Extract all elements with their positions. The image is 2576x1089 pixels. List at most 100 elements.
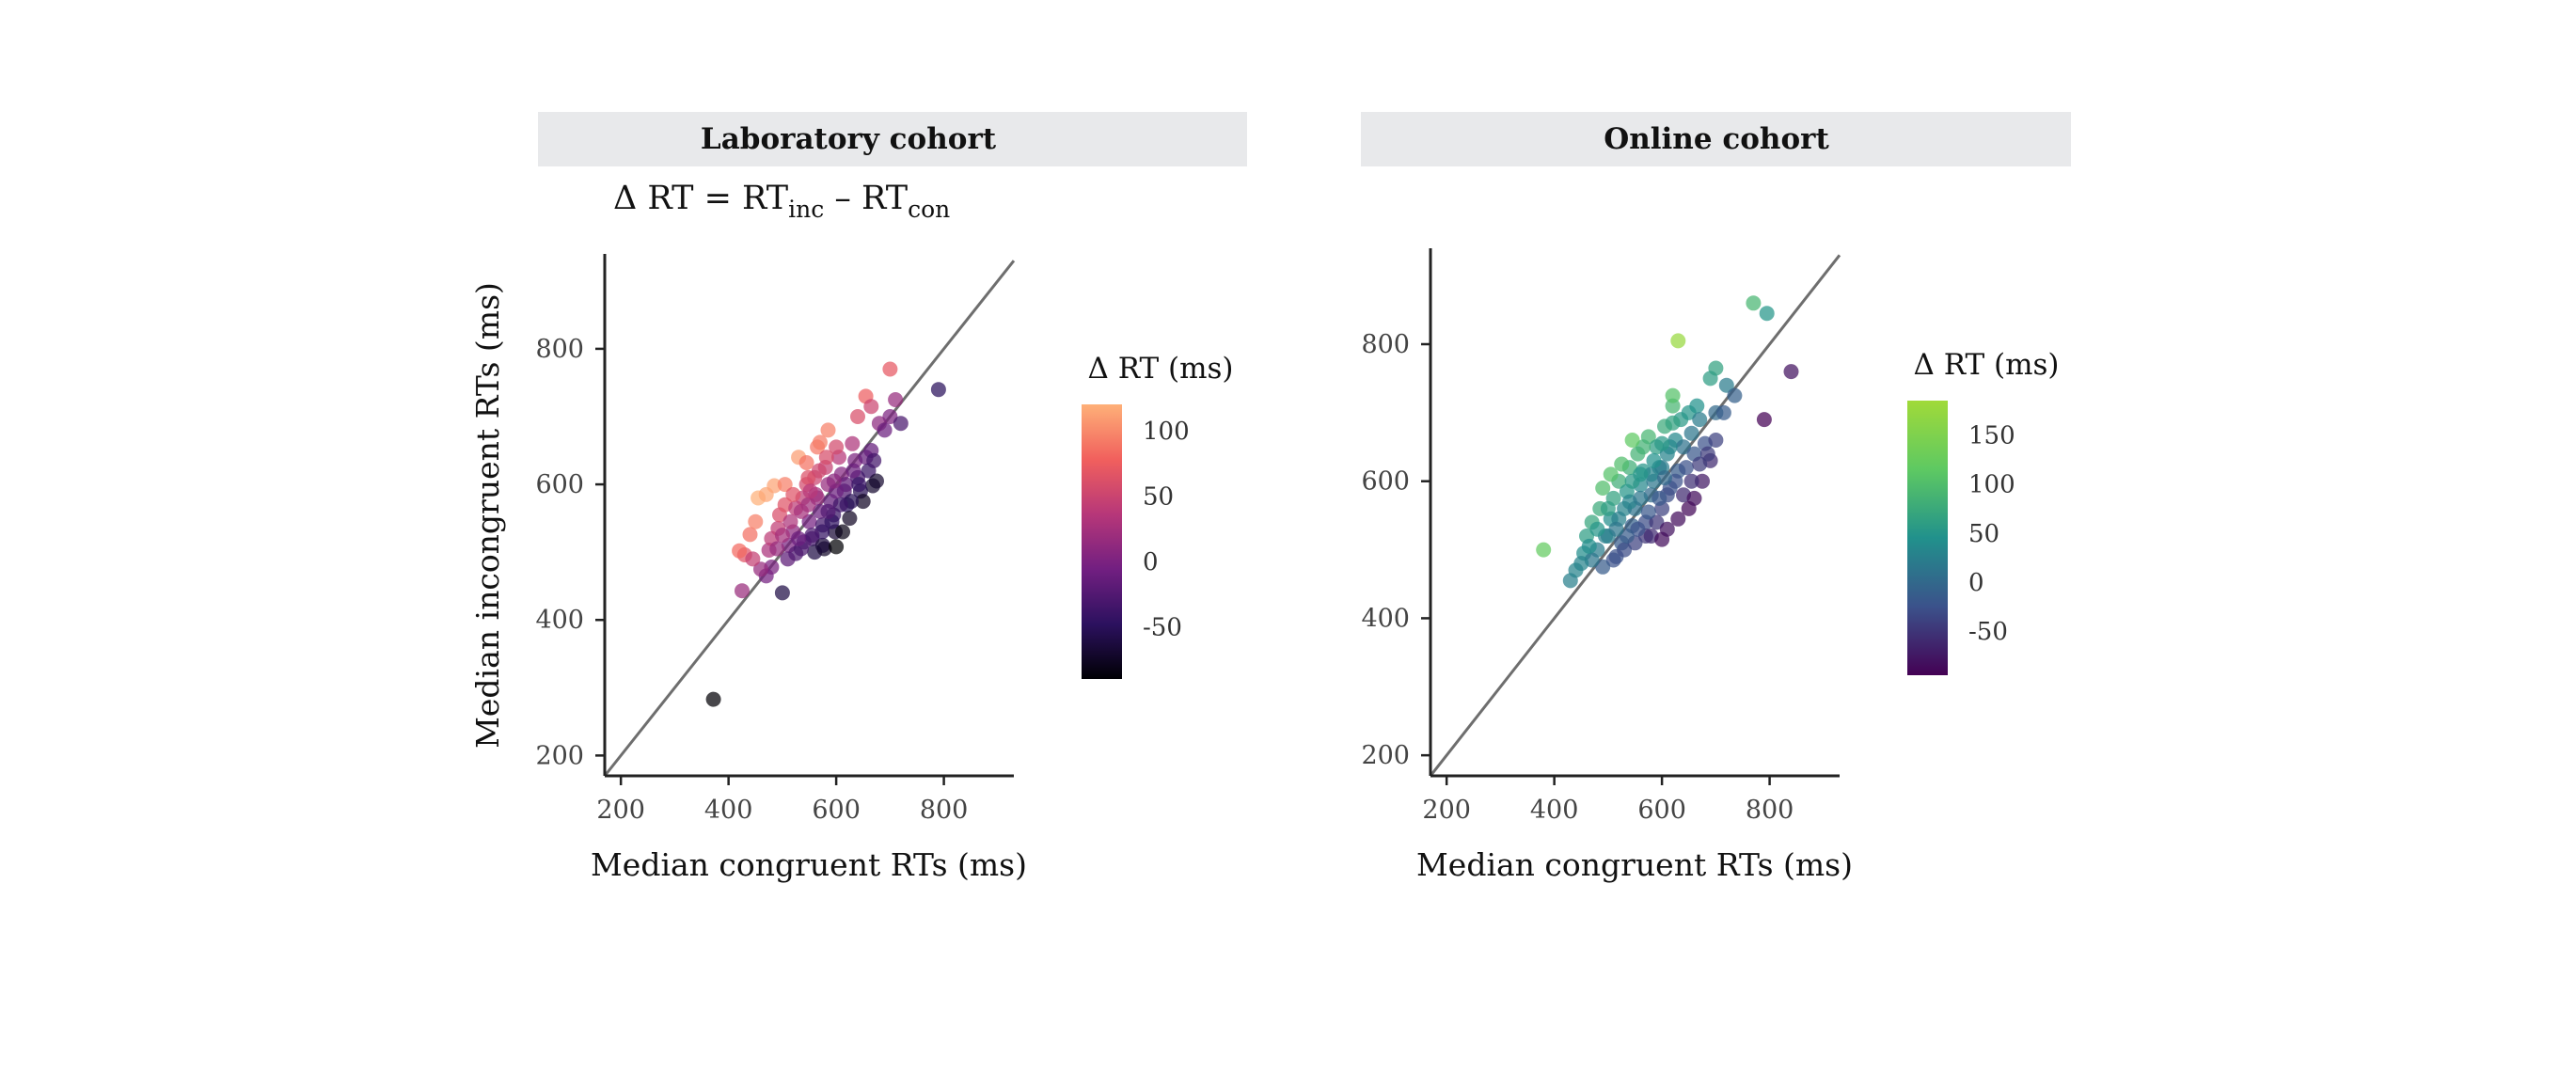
data-point (774, 585, 790, 601)
data-point (1689, 398, 1705, 414)
data-point (851, 477, 867, 493)
data-point (842, 511, 858, 527)
data-point (930, 382, 946, 398)
data-point (1595, 559, 1611, 575)
panel-title: Laboratory cohort (701, 122, 997, 156)
data-point (1718, 377, 1734, 393)
data-point (735, 583, 750, 599)
y-tick-label: 200 (1361, 741, 1410, 770)
data-point (800, 469, 816, 485)
data-point (835, 524, 850, 540)
data-point (812, 434, 828, 450)
data-point (1695, 473, 1710, 489)
data-point (1614, 456, 1630, 472)
data-point (1581, 538, 1597, 554)
data-point (818, 450, 834, 466)
data-point (829, 439, 845, 455)
y-tick-label: 400 (1361, 604, 1410, 633)
data-point (1617, 542, 1633, 558)
colorbar-title: Δ RT (ms) (1087, 352, 1233, 386)
colorbar-gradient (1907, 401, 1948, 675)
y-axis-title: Median incongruent RTs (ms) (1295, 282, 1332, 749)
scatter-plot: 200 400 600 800 200 400 600 800 (535, 254, 1016, 825)
data-point (1708, 433, 1724, 448)
colorbar-gradient (1082, 404, 1122, 679)
data-point (1678, 460, 1694, 476)
data-point (877, 422, 893, 438)
data-point (832, 497, 848, 513)
data-point (1683, 425, 1699, 441)
delta-rt-formula: Δ RT = RTinc – RTcon (613, 180, 950, 223)
data-point (893, 416, 909, 432)
data-point (1643, 466, 1659, 482)
data-point (1715, 404, 1731, 420)
panel-online: Online cohort 200 400 600 800 200 400 600 800 M… (1295, 112, 2071, 883)
colorbar: Δ RT (ms) 100 50 0 -50 (1082, 352, 1234, 679)
data-point (1651, 490, 1667, 506)
data-point (1633, 490, 1649, 506)
data-point (745, 551, 761, 567)
x-axis-title: Median congruent RTs (ms) (591, 846, 1027, 883)
strip-background (538, 112, 1247, 166)
colorbar-tick-label: 0 (1143, 548, 1159, 576)
x-tick-label: 200 (596, 796, 645, 825)
data-point (1619, 529, 1635, 544)
data-point (798, 455, 814, 470)
data-point (1600, 500, 1616, 516)
data-point (826, 473, 842, 489)
colorbar-tick-label: 0 (1968, 569, 1984, 597)
data-point (1702, 371, 1718, 387)
data-point (793, 503, 809, 519)
data-point (1536, 542, 1552, 558)
data-point (1608, 521, 1624, 537)
data-point (888, 392, 904, 407)
data-point (1692, 412, 1708, 428)
data-point (811, 463, 827, 479)
data-point (869, 473, 884, 489)
data-point (1636, 439, 1651, 455)
x-tick-label: 600 (1637, 796, 1686, 825)
data-point (769, 541, 785, 557)
colorbar-tick-label: 100 (1143, 418, 1190, 446)
y-tick-label: 800 (535, 335, 584, 364)
data-point (748, 513, 764, 529)
data-point (845, 435, 861, 451)
data-point (1759, 306, 1775, 322)
data-point (1670, 333, 1686, 349)
data-point (1676, 439, 1691, 455)
x-tick-label: 800 (920, 796, 969, 825)
data-point (1686, 490, 1702, 506)
data-point (1603, 466, 1619, 482)
data-point (785, 486, 801, 502)
scatter-plot: 200 400 600 800 200 400 600 800 (1361, 248, 1841, 825)
data-point (882, 361, 898, 377)
data-point (820, 503, 836, 519)
data-point (1633, 466, 1649, 482)
y-axis-title: Median incongruent RTs (ms) (469, 282, 506, 749)
data-point (1640, 504, 1656, 520)
x-axis-title: Median congruent RTs (ms) (1416, 846, 1853, 883)
colorbar-tick-label: 50 (1143, 482, 1174, 511)
data-point (1727, 387, 1743, 403)
colorbar: Δ RT (ms) 150 100 50 0 -50 (1907, 348, 2060, 675)
y-tick-label: 200 (535, 741, 584, 770)
data-point (1665, 387, 1681, 403)
data-point (804, 528, 820, 544)
data-point (1573, 556, 1589, 572)
data-point (1665, 398, 1681, 414)
x-tick-label: 400 (1530, 796, 1579, 825)
colorbar-tick-label: 50 (1968, 520, 1999, 548)
x-tick-label: 800 (1746, 796, 1794, 825)
data-point (1692, 456, 1708, 472)
data-point (1746, 295, 1762, 311)
colorbar-tick-label: 150 (1968, 422, 2015, 450)
data-point (1699, 446, 1715, 462)
data-point (742, 527, 758, 543)
y-tick-label: 400 (535, 606, 584, 635)
data-point (1649, 514, 1665, 530)
data-point (1654, 435, 1670, 451)
strip-background (1361, 112, 2071, 166)
data-point (829, 539, 845, 555)
data-point (1783, 364, 1799, 380)
